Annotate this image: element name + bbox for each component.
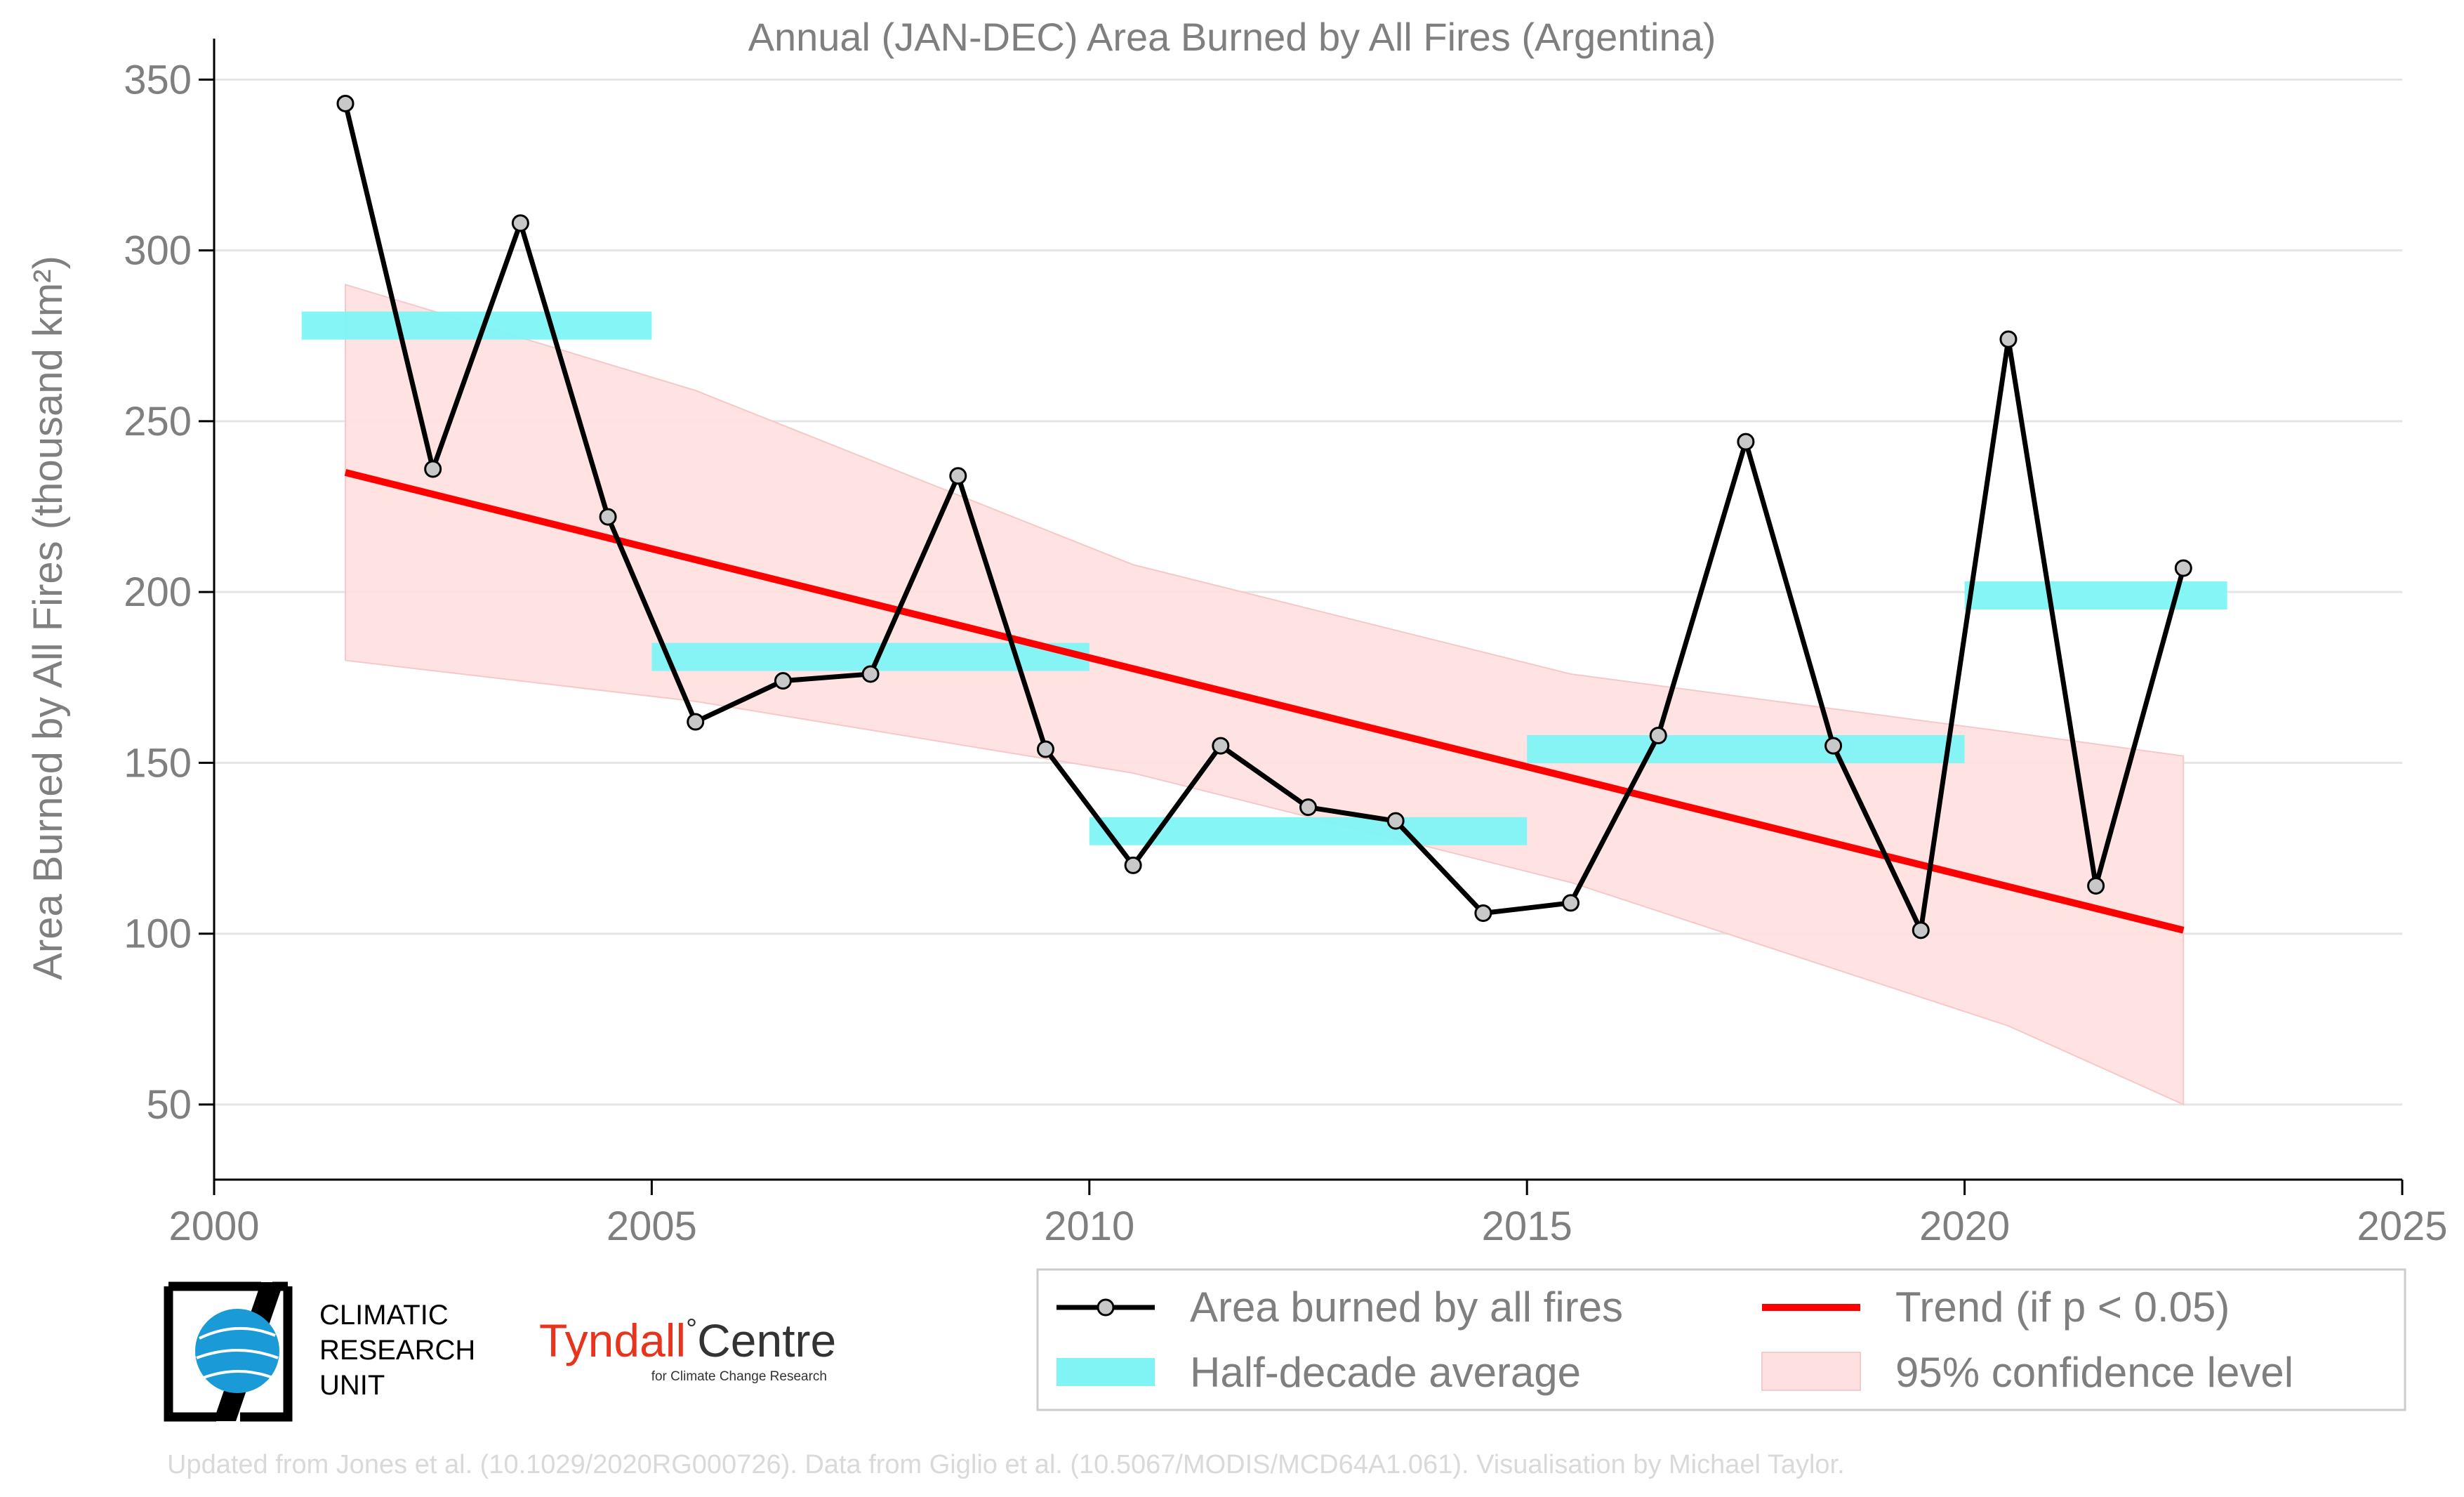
- trend-line-group: [344, 469, 2185, 934]
- data-point-18: [1912, 921, 1930, 939]
- x-tick-label-2005: 2005: [607, 1203, 697, 1249]
- x-tick-label-2015: 2015: [1482, 1203, 1572, 1249]
- legend-item-half-decade: Half-decade average: [1057, 1349, 1581, 1396]
- data-point-4: [687, 713, 705, 731]
- footer-credits: Updated from Jones et al. (10.1029/2020R…: [167, 1450, 1845, 1479]
- area-burned-line: [343, 103, 2186, 933]
- y-tick-label-250: 250: [124, 399, 192, 444]
- y-tick-label-50: 50: [146, 1082, 192, 1128]
- data-point-14: [1562, 894, 1580, 912]
- cru-line-3: UNIT: [319, 1370, 385, 1401]
- data-point-17: [1824, 737, 1843, 755]
- y-tick-label-150: 150: [124, 740, 192, 786]
- x-tick-label-2020: 2020: [1919, 1203, 2010, 1249]
- data-point-5: [774, 672, 792, 690]
- y-tick-label-350: 350: [124, 57, 192, 103]
- area-burned-line-group: [343, 103, 2186, 933]
- legend-label-trend: Trend (if p < 0.05): [1895, 1284, 2230, 1331]
- tyndall-subtitle: for Climate Change Research: [651, 1369, 827, 1384]
- data-point-8: [1036, 740, 1054, 758]
- data-point-19: [1999, 330, 2018, 348]
- half-decade-bar-0: [301, 311, 652, 340]
- cru-bracket-icon: [164, 1281, 293, 1422]
- data-point-21: [2174, 559, 2192, 577]
- legend-confidence-swatch: [1761, 1352, 1861, 1391]
- data-point-20: [2087, 877, 2105, 895]
- y-tick-label-300: 300: [124, 228, 192, 274]
- legend: Area burned by all fires Half-decade ave…: [1036, 1268, 2406, 1411]
- data-point-13: [1474, 904, 1492, 923]
- data-point-3: [599, 508, 617, 526]
- confidence-band-area: [345, 283, 2185, 1106]
- x-tick-label-2000: 2000: [168, 1203, 259, 1249]
- x-tick-label-2025: 2025: [2357, 1203, 2447, 1249]
- data-point-10: [1212, 737, 1230, 755]
- data-point-12: [1386, 812, 1405, 830]
- y-tick-label-200: 200: [124, 569, 192, 615]
- x-tick-label-2010: 2010: [1044, 1203, 1134, 1249]
- legend-item-area-burned: Area burned by all fires: [1057, 1284, 1623, 1331]
- legend-box: [1036, 1268, 2406, 1411]
- data-point-15: [1649, 727, 1667, 745]
- y-axis-label: Area Burned by All Fires (thousand km²): [25, 256, 71, 980]
- cru-line-1: CLIMATIC: [319, 1300, 449, 1331]
- y-tick-labels: 50 100 150 200 250 300 350: [124, 57, 192, 1128]
- legend-half-decade-swatch: [1057, 1358, 1155, 1386]
- data-point-2: [511, 214, 529, 232]
- confidence-band: [345, 283, 2185, 1106]
- legend-marker-swatch: [1097, 1298, 1115, 1317]
- data-point-6: [861, 665, 880, 683]
- legend-label-area-burned: Area burned by all fires: [1190, 1284, 1623, 1331]
- cru-globe-waves-icon: [196, 1326, 279, 1379]
- x-tick-labels: 2000 2005 2010 2015 2020 2025: [168, 1203, 2447, 1249]
- cru-line-2: RESEARCH: [319, 1335, 475, 1366]
- legend-item-confidence: 95% confidence level: [1761, 1349, 2293, 1396]
- half-decade-bar-4: [1964, 581, 2227, 610]
- y-tick-label-100: 100: [124, 911, 192, 957]
- cru-logo: CLIMATIC RESEARCH UNIT: [164, 1281, 475, 1422]
- data-point-9: [1124, 856, 1142, 874]
- data-point-1: [424, 460, 442, 478]
- data-point-7: [949, 467, 967, 485]
- legend-label-confidence: 95% confidence level: [1895, 1349, 2293, 1396]
- tyndall-logo: Tyndall°Centre for Climate Change Resear…: [539, 1314, 836, 1384]
- axes: [199, 39, 2404, 1195]
- legend-label-half-decade: Half-decade average: [1190, 1349, 1581, 1396]
- data-point-11: [1299, 798, 1317, 817]
- tyndall-name: Tyndall°Centre: [539, 1314, 836, 1366]
- area-burned-points: [336, 94, 2192, 939]
- trend-line: [344, 469, 2185, 934]
- data-point-16: [1737, 433, 1755, 451]
- legend-item-trend: Trend (if p < 0.05): [1762, 1284, 2230, 1331]
- chart-title: Annual (JAN-DEC) Area Burned by All Fire…: [748, 15, 1716, 59]
- half-decade-bar-2: [1089, 817, 1528, 845]
- data-point-0: [336, 94, 355, 112]
- half-decade-bar-3: [1527, 734, 1965, 763]
